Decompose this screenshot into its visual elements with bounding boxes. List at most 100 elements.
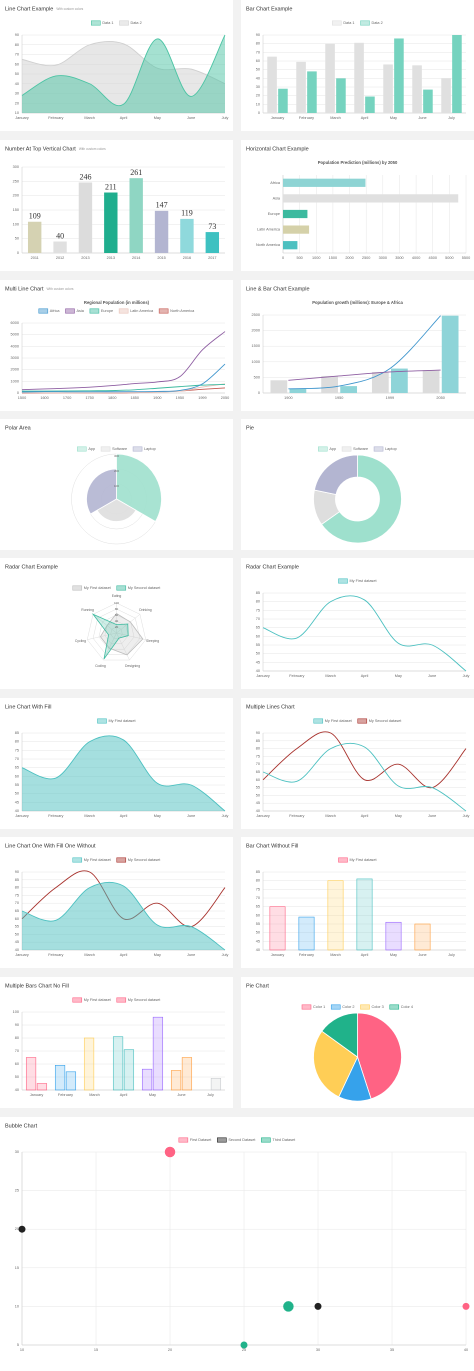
bubble: [314, 1302, 322, 1310]
x-tick-label: March: [330, 953, 341, 957]
legend-swatch: [132, 446, 143, 452]
line: [288, 369, 441, 381]
y-tick-label: 75: [15, 748, 19, 752]
y-tick-label: 40: [15, 809, 19, 813]
card-subtitle: With custom colors: [56, 7, 83, 11]
legend-label: App: [88, 447, 95, 451]
x-tick-label: 1950: [335, 396, 343, 400]
x-tick-label: January: [15, 953, 29, 957]
x-tick-label: 2050: [436, 396, 444, 400]
y-tick-label: 70: [15, 757, 19, 761]
y-tick-label: 55: [256, 922, 260, 926]
card-title: Horizontal Chart Example: [246, 146, 309, 152]
x-tick-label: 10: [20, 1348, 24, 1352]
bar: [104, 192, 118, 253]
x-tick-label: March: [84, 116, 95, 120]
x-tick-label: February: [48, 116, 63, 120]
x-tick-label: February: [299, 116, 314, 120]
x-tick-label: January: [271, 116, 285, 120]
legend-swatch: [72, 585, 83, 591]
x-tick-label: January: [271, 953, 285, 957]
x-tick-label: February: [299, 953, 314, 957]
value-label: 261: [130, 168, 142, 177]
x-tick-label: February: [58, 1093, 73, 1097]
legend-label: Second Dataset: [228, 1138, 256, 1142]
bar: [383, 64, 393, 113]
x-tick-label: March: [325, 814, 336, 818]
bar: [210, 1078, 222, 1091]
legend-label: My First dataset: [349, 858, 377, 862]
x-tick-label: 30: [316, 1348, 320, 1352]
bar: [412, 65, 422, 113]
y-tick-label: 40: [15, 82, 19, 86]
y-tick-label: 50: [15, 237, 19, 241]
value-label: 73: [208, 222, 216, 231]
bar: [307, 71, 317, 113]
x-tick-label: 2000: [345, 256, 353, 260]
x-tick-label: May: [390, 953, 397, 957]
legend-label: My First dataset: [108, 719, 136, 723]
spoke: [116, 614, 141, 634]
bar: [270, 380, 288, 393]
bar: [325, 43, 335, 113]
grid-ring: [104, 620, 129, 645]
x-tick-label: 2016: [183, 256, 191, 260]
x-tick-label: June: [428, 674, 436, 678]
x-tick-label: 25: [242, 1348, 246, 1352]
y-tick-label: 85: [256, 739, 260, 743]
bar: [296, 61, 306, 113]
x-tick-label: 2015: [157, 256, 165, 260]
axis-label: Cycling: [75, 639, 86, 643]
slice: [357, 1012, 402, 1100]
axis-label: Sleeping: [146, 639, 159, 643]
y-tick-label: Europe: [268, 212, 280, 216]
x-tick-label: 2017: [208, 256, 216, 260]
card-title: Multiple Bars Chart No Fill: [5, 983, 69, 989]
bar: [414, 923, 431, 951]
line: [262, 742, 467, 812]
bubble: [164, 1146, 176, 1158]
r-tick-label: 300: [114, 454, 119, 458]
bar: [327, 880, 344, 951]
legend-swatch: [261, 1137, 271, 1143]
y-tick-label: 25: [15, 1189, 19, 1193]
x-tick-label: 1900: [284, 396, 292, 400]
y-tick-label: 2000: [252, 329, 260, 333]
bar: [365, 96, 375, 113]
legend: Color 1 Color 2 Color 3 Color 4: [301, 1004, 413, 1010]
legend-label: Laptop: [385, 447, 397, 451]
bar: [441, 315, 459, 393]
y-tick-label: 50: [256, 793, 260, 797]
card: [241, 558, 474, 689]
y-tick-label: 20: [15, 1227, 19, 1231]
x-tick-label: April: [120, 953, 128, 957]
bar: [141, 1068, 153, 1091]
x-tick-label: May: [149, 1093, 156, 1097]
bar: [452, 35, 462, 113]
radar-area: [91, 613, 129, 660]
card-title: Pie Chart: [246, 983, 269, 989]
legend-label: Europe: [101, 309, 113, 313]
y-tick-label: 80: [15, 740, 19, 744]
legend-label: Third Dataset: [272, 1138, 296, 1142]
card-title: Line Chart With Fill: [5, 704, 51, 710]
y-tick-label: 15: [15, 1266, 19, 1270]
y-tick-label: 70: [15, 1049, 19, 1053]
legend-label: Laptop: [144, 447, 156, 451]
x-tick-label: April: [120, 1093, 128, 1097]
legend-swatch: [301, 1004, 312, 1010]
bar: [123, 1049, 135, 1091]
r-tick-label: 80: [115, 607, 119, 611]
bar: [423, 89, 433, 113]
x-tick-label: 1700: [63, 396, 71, 400]
y-tick-label: 40: [256, 809, 260, 813]
y-tick-label: 60: [256, 778, 260, 782]
axis-label: Drinking: [139, 608, 152, 612]
legend-swatch: [217, 1137, 227, 1143]
x-tick-label: May: [154, 814, 161, 818]
card-title: Polar Area: [5, 425, 32, 431]
area: [22, 35, 225, 113]
y-tick-label: 75: [15, 893, 19, 897]
x-tick-label: April: [120, 814, 128, 818]
y-tick-label: 85: [15, 731, 19, 735]
